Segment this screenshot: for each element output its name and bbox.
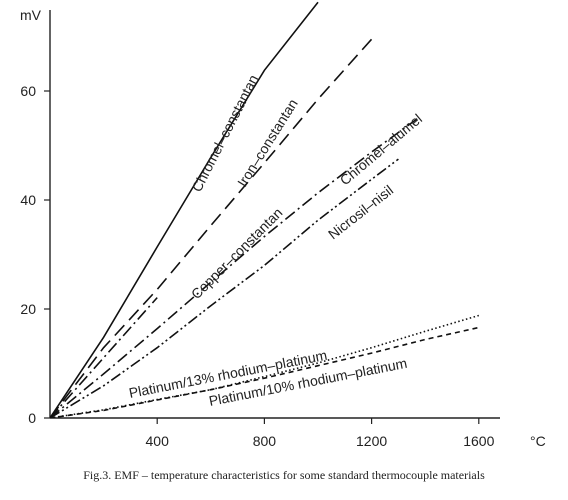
emf-temperature-chart: 400 800 1200 16000204060mV°CChromel–constan… (20, 1, 546, 449)
x-tick-label: 1600 (463, 433, 494, 449)
x-tick-label: 1200 (356, 433, 387, 449)
series-label-2: Copper–constantan (188, 204, 286, 302)
series-label-4: Nicrosil–nisil (325, 182, 396, 243)
x-tick-label: 400 (146, 433, 170, 449)
series-line-2 (50, 297, 158, 418)
x-tick-label: 800 (253, 433, 277, 449)
series-line-4 (50, 158, 399, 418)
y-axis-unit: mV (20, 7, 42, 23)
series-line-3 (50, 118, 418, 418)
y-tick-label: 0 (28, 410, 36, 426)
y-tick-label: 20 (20, 301, 36, 317)
series-line-6 (50, 326, 479, 418)
y-tick-label: 60 (20, 83, 36, 99)
y-tick-label: 40 (20, 192, 36, 208)
series-label-3: Chromel–alumel (337, 111, 425, 189)
series-line-1 (50, 38, 373, 418)
series-line-0 (50, 1, 319, 418)
x-axis-unit: °C (530, 433, 546, 449)
figure-caption: Fig.3. EMF – temperature characteristics… (83, 468, 485, 482)
